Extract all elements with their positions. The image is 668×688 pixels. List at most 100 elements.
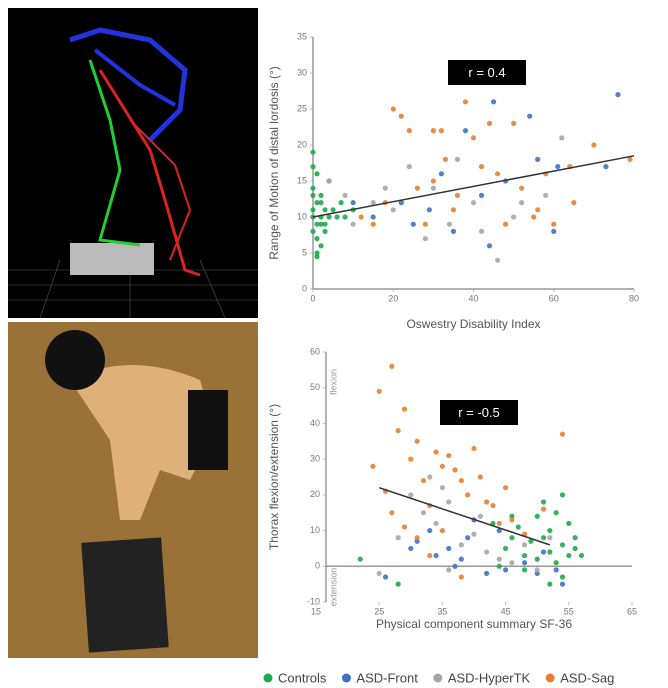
point	[553, 510, 559, 516]
point	[398, 200, 404, 206]
point	[314, 171, 320, 177]
point	[408, 492, 414, 498]
point	[540, 549, 547, 555]
point	[484, 570, 490, 577]
point	[446, 545, 452, 552]
point	[543, 192, 549, 198]
point	[503, 545, 509, 552]
point	[521, 552, 528, 559]
point	[470, 135, 477, 141]
point	[370, 200, 376, 206]
point	[509, 535, 515, 541]
y-tick-label: 20	[310, 489, 320, 499]
point	[350, 200, 356, 206]
point	[401, 524, 408, 530]
point	[503, 567, 509, 573]
point	[547, 581, 553, 587]
point	[559, 492, 566, 498]
point	[314, 236, 320, 242]
point	[427, 474, 433, 480]
point	[478, 228, 485, 234]
point	[406, 128, 412, 134]
point	[478, 164, 485, 170]
point	[540, 499, 547, 505]
point	[414, 535, 420, 541]
point	[433, 552, 439, 559]
point	[462, 99, 469, 105]
point	[422, 221, 428, 227]
point	[471, 531, 477, 537]
point	[471, 445, 477, 452]
point	[376, 388, 382, 394]
point	[382, 574, 389, 580]
point	[390, 106, 396, 112]
legend-marker	[341, 673, 351, 683]
point	[318, 200, 324, 206]
point	[357, 556, 363, 562]
y-tick-label: -10	[307, 596, 320, 606]
y-tick-label: 50	[310, 382, 320, 392]
point	[519, 185, 525, 191]
point	[559, 574, 566, 580]
point	[408, 456, 414, 462]
point	[452, 467, 458, 473]
point	[439, 527, 445, 534]
annotation-box	[440, 400, 518, 425]
point	[591, 142, 597, 148]
legend: Controls ASD-Front ASD-HyperTK ASD-Sag	[263, 670, 614, 685]
y-tick-label: 10	[310, 525, 320, 535]
point	[439, 463, 445, 469]
y-tick-label: 15	[297, 175, 307, 185]
point	[477, 513, 483, 519]
point	[490, 502, 496, 509]
point	[310, 185, 316, 191]
point	[553, 560, 559, 566]
point	[553, 567, 559, 573]
point	[334, 214, 340, 220]
point	[528, 538, 534, 544]
point	[503, 221, 509, 227]
point	[465, 492, 471, 498]
point	[446, 221, 453, 227]
point	[458, 477, 464, 484]
subject-photo	[8, 322, 258, 658]
x-tick-label: 25	[374, 606, 384, 616]
y-tick-label: 40	[310, 418, 320, 428]
point	[314, 221, 320, 227]
point	[452, 563, 458, 569]
point	[555, 164, 561, 170]
point	[559, 135, 565, 141]
point	[406, 164, 412, 170]
point	[326, 214, 332, 220]
point	[496, 556, 502, 562]
point	[376, 570, 382, 577]
point	[534, 567, 540, 573]
point	[551, 228, 557, 234]
point	[559, 542, 566, 548]
point	[509, 560, 515, 566]
legend-marker	[433, 673, 443, 683]
legend-marker	[263, 673, 273, 683]
point	[395, 427, 401, 434]
point	[540, 506, 547, 512]
y-axis-label: Thorax flexion/extension (°)	[267, 404, 281, 550]
point	[395, 535, 401, 541]
point	[310, 207, 316, 213]
point	[322, 228, 328, 234]
point	[559, 581, 566, 587]
point	[389, 510, 395, 516]
point	[490, 99, 497, 105]
point	[422, 236, 428, 242]
point	[477, 474, 483, 480]
point	[420, 510, 427, 516]
annotation-box	[448, 60, 526, 85]
point	[370, 463, 376, 469]
point	[442, 156, 449, 162]
point	[578, 552, 585, 559]
point	[310, 149, 316, 155]
annotation: r = 0.4	[468, 65, 505, 80]
x-tick-label: 55	[564, 606, 574, 616]
point	[310, 228, 316, 234]
x-tick-label: 45	[501, 606, 511, 616]
